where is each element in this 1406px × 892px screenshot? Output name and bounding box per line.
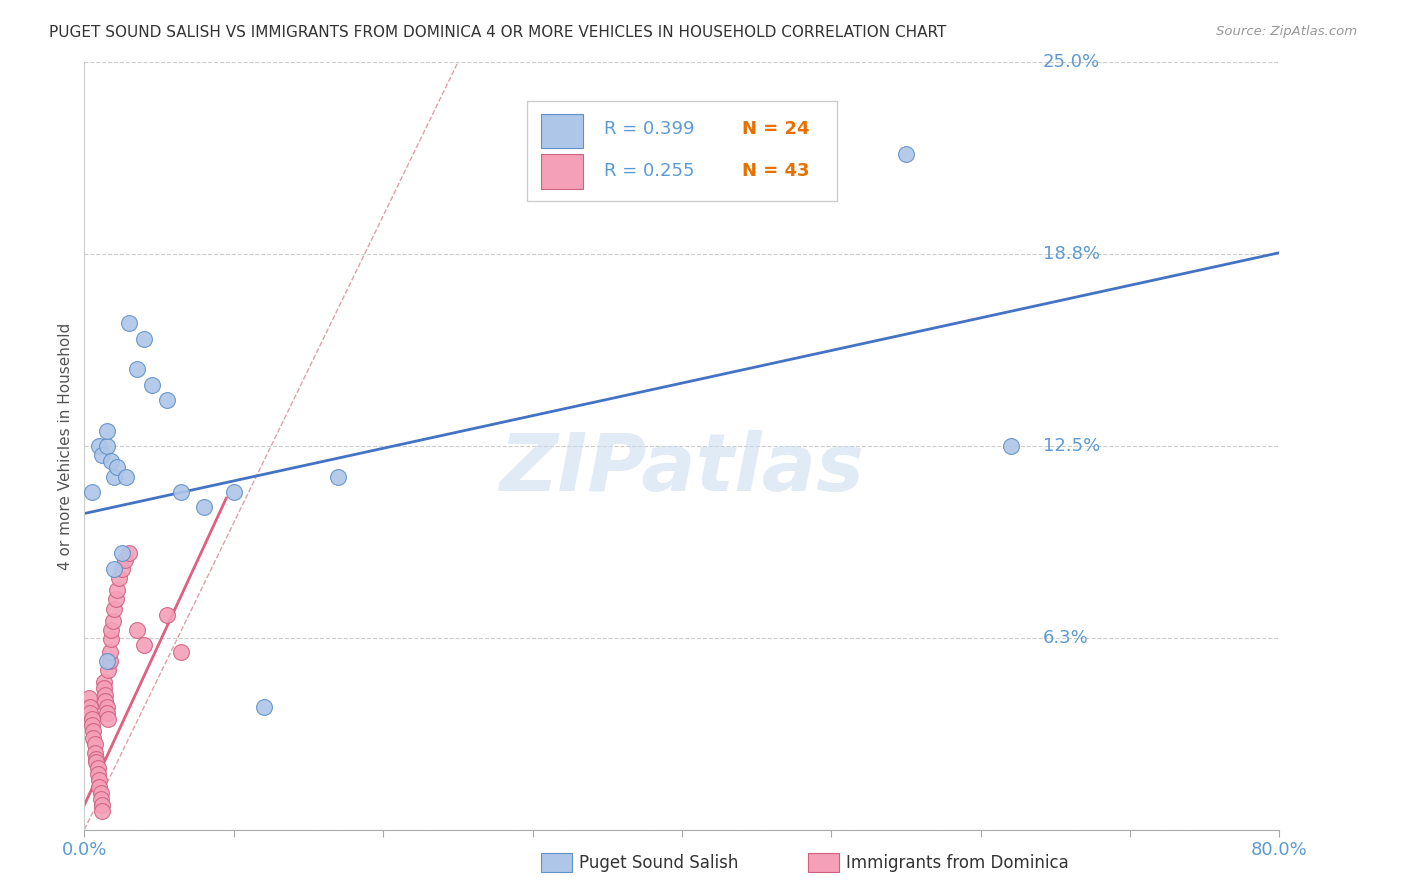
Point: [100, 623, 122, 637]
Text: 12.5%: 12.5%: [1043, 437, 1099, 455]
Point: [86, 755, 108, 769]
Point: [98, 644, 121, 658]
Text: Immigrants from Dominica: Immigrants from Dominica: [846, 854, 1069, 871]
Point: [132, 332, 156, 346]
Text: 18.8%: 18.8%: [1043, 245, 1099, 263]
Point: [103, 469, 125, 483]
Text: PUGET SOUND SALISH VS IMMIGRANTS FROM DOMINICA 4 OR MORE VEHICLES IN HOUSEHOLD C: PUGET SOUND SALISH VS IMMIGRANTS FROM DO…: [49, 25, 946, 40]
Point: [96, 439, 118, 453]
Point: [94, 694, 117, 708]
Point: [83, 746, 105, 760]
Point: [79, 699, 101, 714]
Point: [82, 731, 104, 745]
Point: [101, 614, 124, 628]
Text: N = 43: N = 43: [742, 162, 810, 180]
Point: [96, 706, 118, 720]
Point: [80, 718, 103, 732]
Point: [170, 485, 193, 500]
Point: [80, 485, 103, 500]
Point: [98, 654, 121, 668]
Point: [83, 737, 105, 751]
Point: [91, 448, 114, 462]
Text: 6.3%: 6.3%: [1043, 629, 1088, 647]
Point: [1000, 439, 1022, 453]
FancyBboxPatch shape: [541, 154, 582, 189]
Point: [328, 469, 350, 483]
Text: 25.0%: 25.0%: [1043, 54, 1099, 71]
Point: [96, 699, 118, 714]
FancyBboxPatch shape: [541, 114, 582, 148]
Point: [894, 147, 917, 161]
Point: [91, 804, 114, 818]
Point: [105, 460, 128, 475]
Point: [82, 724, 104, 739]
Point: [97, 712, 120, 726]
Point: [114, 552, 136, 566]
Point: [125, 362, 148, 376]
FancyBboxPatch shape: [527, 101, 838, 201]
Point: [93, 675, 115, 690]
Point: [97, 663, 120, 677]
Point: [132, 639, 156, 653]
Point: [103, 601, 125, 615]
Point: [86, 752, 108, 766]
Point: [80, 712, 103, 726]
Point: [90, 792, 112, 806]
Point: [125, 623, 148, 637]
Point: [89, 773, 111, 788]
Point: [89, 780, 111, 794]
Point: [100, 454, 122, 468]
Point: [96, 654, 118, 668]
Point: [94, 688, 117, 702]
Text: Source: ZipAtlas.com: Source: ZipAtlas.com: [1216, 25, 1357, 38]
Point: [193, 500, 215, 515]
Point: [90, 786, 112, 800]
Point: [103, 562, 125, 576]
Point: [105, 583, 128, 598]
Point: [141, 377, 163, 392]
Point: [155, 607, 177, 622]
Point: [170, 644, 193, 658]
Text: R = 0.399: R = 0.399: [605, 120, 695, 138]
Point: [111, 562, 134, 576]
Point: [87, 761, 110, 775]
Point: [100, 632, 122, 647]
Point: [118, 546, 141, 560]
Text: Puget Sound Salish: Puget Sound Salish: [579, 854, 738, 871]
Point: [253, 699, 276, 714]
Point: [118, 316, 141, 330]
Point: [107, 571, 129, 585]
Point: [222, 485, 245, 500]
Point: [96, 424, 118, 438]
Point: [87, 767, 110, 781]
Point: [104, 592, 127, 607]
Point: [79, 706, 101, 720]
Y-axis label: 4 or more Vehicles in Household: 4 or more Vehicles in Household: [58, 322, 73, 570]
Text: R = 0.255: R = 0.255: [605, 162, 695, 180]
Point: [155, 392, 177, 407]
Point: [111, 546, 134, 560]
Text: ZIPatlas: ZIPatlas: [499, 430, 865, 508]
Point: [77, 690, 100, 705]
Point: [93, 681, 115, 696]
Point: [89, 439, 111, 453]
Text: N = 24: N = 24: [742, 120, 810, 138]
Point: [91, 797, 114, 812]
Point: [115, 469, 138, 483]
